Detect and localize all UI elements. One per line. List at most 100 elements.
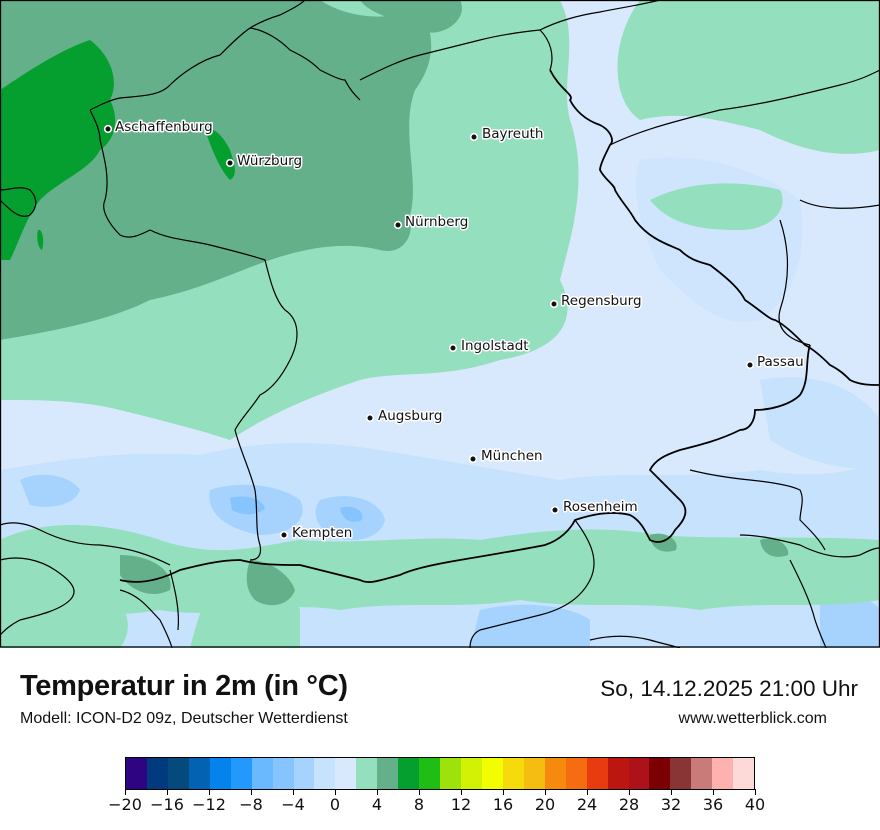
colorbar-segment <box>398 758 420 789</box>
colorbar-tick-label: 0 <box>329 795 341 814</box>
city-dot-icon <box>469 132 479 142</box>
colorbar-segment <box>209 758 231 789</box>
colorbar-segment <box>335 758 357 789</box>
colorbar-segment <box>293 758 315 789</box>
colorbar-tick <box>292 789 294 795</box>
colorbar-tick-label: −16 <box>150 795 184 814</box>
colorbar-segment <box>419 758 441 789</box>
city-muenchen[interactable]: München <box>468 447 544 466</box>
colorbar-segment <box>607 758 629 789</box>
colorbar-tick <box>208 789 210 795</box>
colorbar-tick <box>418 789 420 795</box>
city-label: Regensburg <box>561 293 642 309</box>
colorbar-segment <box>126 758 147 789</box>
colorbar-segment <box>502 758 524 789</box>
city-dot-icon <box>745 360 755 370</box>
colorbar-segment <box>251 758 273 789</box>
city-dot-icon <box>225 158 235 168</box>
temperature-map: Aschaffenburg Würzburg Bayreuth Nürnberg… <box>0 0 880 648</box>
colorbar-segment <box>733 758 755 789</box>
colorbar-segment <box>188 758 210 789</box>
city-passau[interactable]: Passau <box>745 353 805 372</box>
colorbar-tick-label: 40 <box>744 795 766 814</box>
city-label: Passau <box>757 354 804 370</box>
colorbar-tick <box>376 789 378 795</box>
colorbar-tick-label: 20 <box>534 795 556 814</box>
model-subtitle: Modell: ICON-D2 09z, Deutscher Wetterdie… <box>20 710 348 727</box>
valid-datetime: So, 14.12.2025 21:00 Uhr <box>600 676 858 701</box>
borders <box>0 0 880 648</box>
colorbar-tick-label: 16 <box>492 795 514 814</box>
colorbar <box>125 757 755 790</box>
city-dot-icon <box>468 454 478 464</box>
colorbar-segment <box>146 758 168 789</box>
colorbar-tick <box>166 789 168 795</box>
colorbar-segment <box>377 758 399 789</box>
colorbar-tick-label: 32 <box>660 795 682 814</box>
colorbar-tick <box>586 789 588 795</box>
colorbar-tick <box>502 789 504 795</box>
colorbar-segment <box>481 758 503 789</box>
website-link[interactable]: www.wetterblick.com <box>678 710 827 727</box>
colorbar-tick-label: 36 <box>702 795 724 814</box>
colorbar-tick <box>544 789 546 795</box>
city-label: Kempten <box>292 525 352 541</box>
city-dot-icon <box>448 343 458 353</box>
city-augsburg[interactable]: Augsburg <box>365 407 444 426</box>
colorbar-tick-label: 4 <box>371 795 383 814</box>
colorbar-segment <box>670 758 692 789</box>
city-label: Ingolstadt <box>461 338 529 354</box>
colorbar-tick-label: 8 <box>413 795 425 814</box>
city-dot-icon <box>549 299 559 309</box>
city-label: Augsburg <box>378 408 442 424</box>
city-aschaffenburg[interactable]: Aschaffenburg <box>103 118 214 137</box>
city-regensburg[interactable]: Regensburg <box>549 292 643 311</box>
colorbar-segment <box>586 758 608 789</box>
city-label: Aschaffenburg <box>115 119 213 135</box>
colorbar-segment <box>565 758 587 789</box>
map-canvas: Aschaffenburg Würzburg Bayreuth Nürnberg… <box>0 0 880 648</box>
city-label: Würzburg <box>237 153 302 169</box>
city-label: Nürnberg <box>405 214 468 230</box>
city-nuernberg[interactable]: Nürnberg <box>393 213 470 232</box>
colorbar-segment <box>649 758 671 789</box>
city-wuerzburg[interactable]: Würzburg <box>225 152 304 171</box>
city-markers: Aschaffenburg Würzburg Bayreuth Nürnberg… <box>103 118 805 543</box>
colorbar-tick <box>712 789 714 795</box>
city-dot-icon <box>279 530 289 540</box>
colorbar-segment <box>628 758 650 789</box>
city-label: München <box>481 448 543 464</box>
colorbar-tick-label: −4 <box>281 795 305 814</box>
city-dot-icon <box>393 220 403 230</box>
city-ingolstadt[interactable]: Ingolstadt <box>448 337 530 356</box>
colorbar-tick <box>334 789 336 795</box>
city-label: Rosenheim <box>563 499 638 515</box>
colorbar-segment <box>272 758 294 789</box>
colorbar-segment <box>691 758 713 789</box>
colorbar-tick <box>124 789 126 795</box>
colorbar-tick <box>250 789 252 795</box>
colorbar-segment <box>544 758 566 789</box>
colorbar-segment <box>167 758 189 789</box>
colorbar-tick-label: −8 <box>239 795 263 814</box>
colorbar-tick <box>670 789 672 795</box>
city-kempten[interactable]: Kempten <box>279 524 354 543</box>
zone-6-8 <box>0 40 235 260</box>
colorbar-tick <box>628 789 630 795</box>
colorbar-segment <box>523 758 545 789</box>
colorbar-tick-label: 28 <box>618 795 640 814</box>
city-dot-icon <box>103 124 113 134</box>
colorbar-tick-label: 24 <box>576 795 598 814</box>
colorbar-tick-label: −20 <box>108 795 142 814</box>
colorbar-segment <box>461 758 482 789</box>
colorbar-segment <box>356 758 378 789</box>
city-bayreuth[interactable]: Bayreuth <box>469 125 545 144</box>
colorbar-tick-label: −12 <box>192 795 226 814</box>
colorbar-tick <box>754 789 756 795</box>
colorbar-segment <box>314 758 336 789</box>
city-dot-icon <box>550 505 560 515</box>
city-dot-icon <box>365 413 375 423</box>
city-label: Bayreuth <box>482 126 544 142</box>
map-title: Temperatur in 2m (in °C) <box>20 670 348 702</box>
city-rosenheim[interactable]: Rosenheim <box>550 498 639 517</box>
